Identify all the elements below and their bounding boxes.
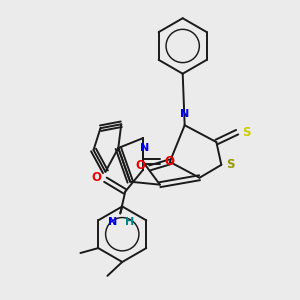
Text: O: O	[92, 171, 101, 184]
Text: N: N	[108, 218, 117, 227]
Text: S: S	[226, 158, 235, 171]
Text: O: O	[165, 155, 175, 168]
Text: O: O	[135, 159, 145, 172]
Text: S: S	[242, 126, 250, 139]
Text: N: N	[180, 109, 189, 119]
Text: N: N	[140, 143, 150, 153]
Text: H: H	[125, 218, 134, 227]
